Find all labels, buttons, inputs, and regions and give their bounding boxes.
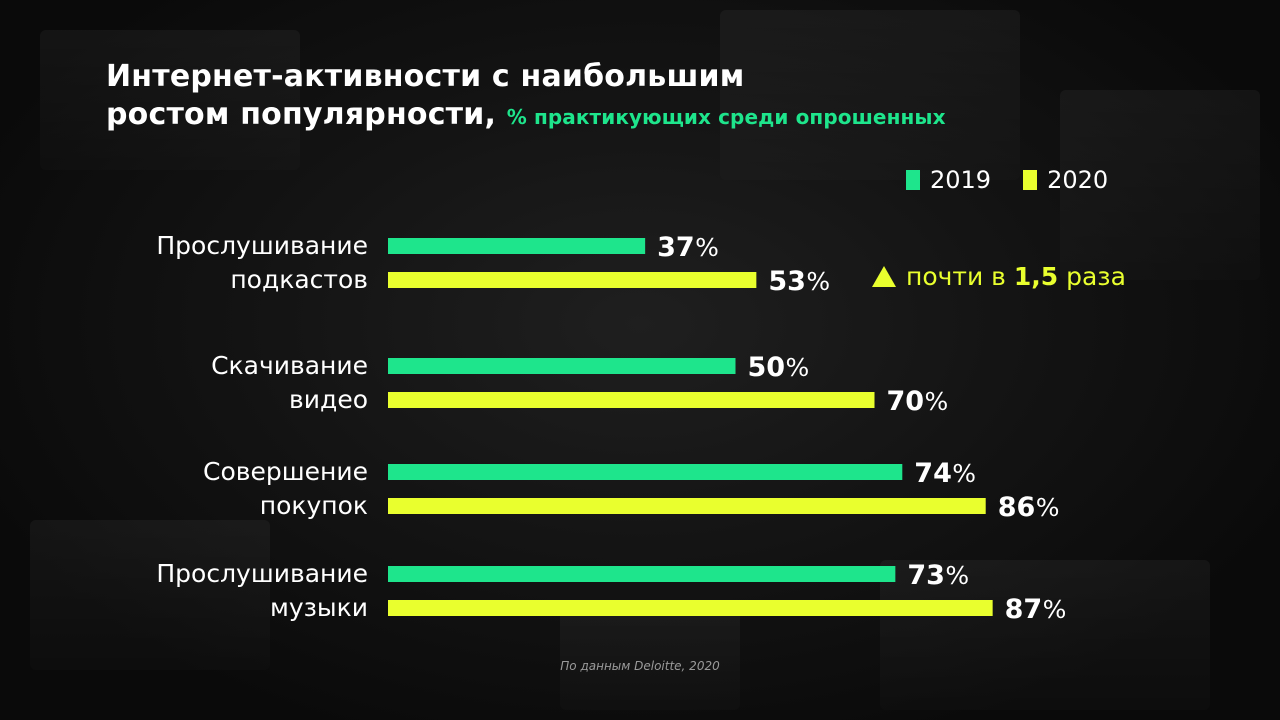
data-label-unit: % — [952, 459, 976, 488]
data-label-2019: 73 — [907, 560, 945, 591]
growth-note-highlight: 1,5 — [1013, 262, 1059, 291]
background-block — [30, 520, 270, 670]
chart-title-line-1: Интернет-активности с наибольшим — [106, 59, 745, 94]
background-block — [880, 560, 1210, 710]
category-label: видео — [289, 385, 368, 414]
bar-2020 — [388, 272, 757, 288]
chart-subtitle: % практикующих среди опрошенных — [506, 105, 946, 129]
category-label: Прослушивание — [156, 231, 368, 260]
data-label-2020: 87 — [1005, 594, 1043, 625]
data-label-unit: % — [806, 267, 830, 296]
category-label: покупок — [260, 491, 368, 520]
bar-2019 — [388, 358, 736, 374]
growth-note: почти в 1,5 раза — [872, 262, 1126, 291]
legend-label-2020: 2020 — [1047, 166, 1109, 194]
data-label-unit: % — [695, 233, 719, 262]
data-label-unit: % — [786, 353, 810, 382]
bar-2020 — [388, 392, 875, 408]
legend-item-2020: 2020 — [1023, 166, 1108, 194]
growth-note-prefix: почти в — [906, 262, 1006, 291]
data-label-2020: 53 — [768, 266, 806, 297]
data-label-unit: % — [1036, 493, 1060, 522]
data-label-2019: 50 — [748, 352, 786, 383]
growth-note-text: почти в 1,5 раза — [906, 262, 1126, 291]
category-label: Совершение — [203, 457, 368, 486]
background-block — [1060, 90, 1260, 280]
category-label: Скачивание — [211, 351, 368, 380]
data-label-unit: % — [925, 387, 949, 416]
legend-label-2019: 2019 — [930, 166, 992, 194]
data-label-2019: 37 — [657, 232, 695, 263]
data-label-unit: % — [1043, 595, 1067, 624]
bar-2019 — [388, 566, 896, 582]
data-label-2020: 86 — [998, 492, 1036, 523]
up-triangle-icon — [872, 266, 896, 287]
bar-2020 — [388, 600, 993, 616]
chart-title: Интернет-активности с наибольшим ростом … — [106, 58, 946, 136]
category-label: Прослушивание — [156, 559, 368, 588]
background-block — [40, 30, 300, 170]
data-label-unit: % — [945, 561, 969, 590]
category-label: подкастов — [230, 265, 368, 294]
legend-swatch-2019 — [906, 170, 920, 190]
chart-title-line-2-text: ростом популярности, — [106, 97, 497, 132]
chart-title-line-2: ростом популярности, % практикующих сред… — [106, 96, 946, 136]
data-label-2020: 70 — [887, 386, 925, 417]
bar-2020 — [388, 498, 986, 514]
legend-swatch-2020 — [1023, 170, 1038, 190]
data-label-2019: 74 — [914, 458, 952, 489]
legend-item-2019: 2019 — [906, 166, 991, 194]
source-note: По данным Deloitte, 2020 — [560, 659, 720, 673]
background-block — [720, 10, 1020, 180]
bar-2019 — [388, 238, 646, 254]
growth-note-suffix: раза — [1066, 262, 1126, 291]
category-label: музыки — [270, 593, 368, 622]
chart-legend: 2019 2020 — [906, 166, 1108, 194]
bar-2019 — [388, 464, 903, 480]
background-block — [560, 600, 740, 710]
